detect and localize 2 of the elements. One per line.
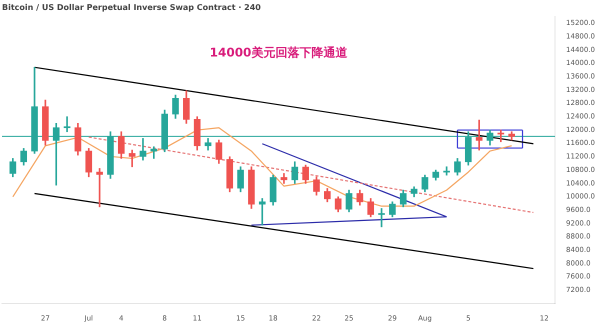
chart-title: Bitcoin / US Dollar Perpetual Inverse Swap Contract · 240 <box>2 2 262 12</box>
annotation: 14000美元回落下降通道 <box>210 46 348 60</box>
